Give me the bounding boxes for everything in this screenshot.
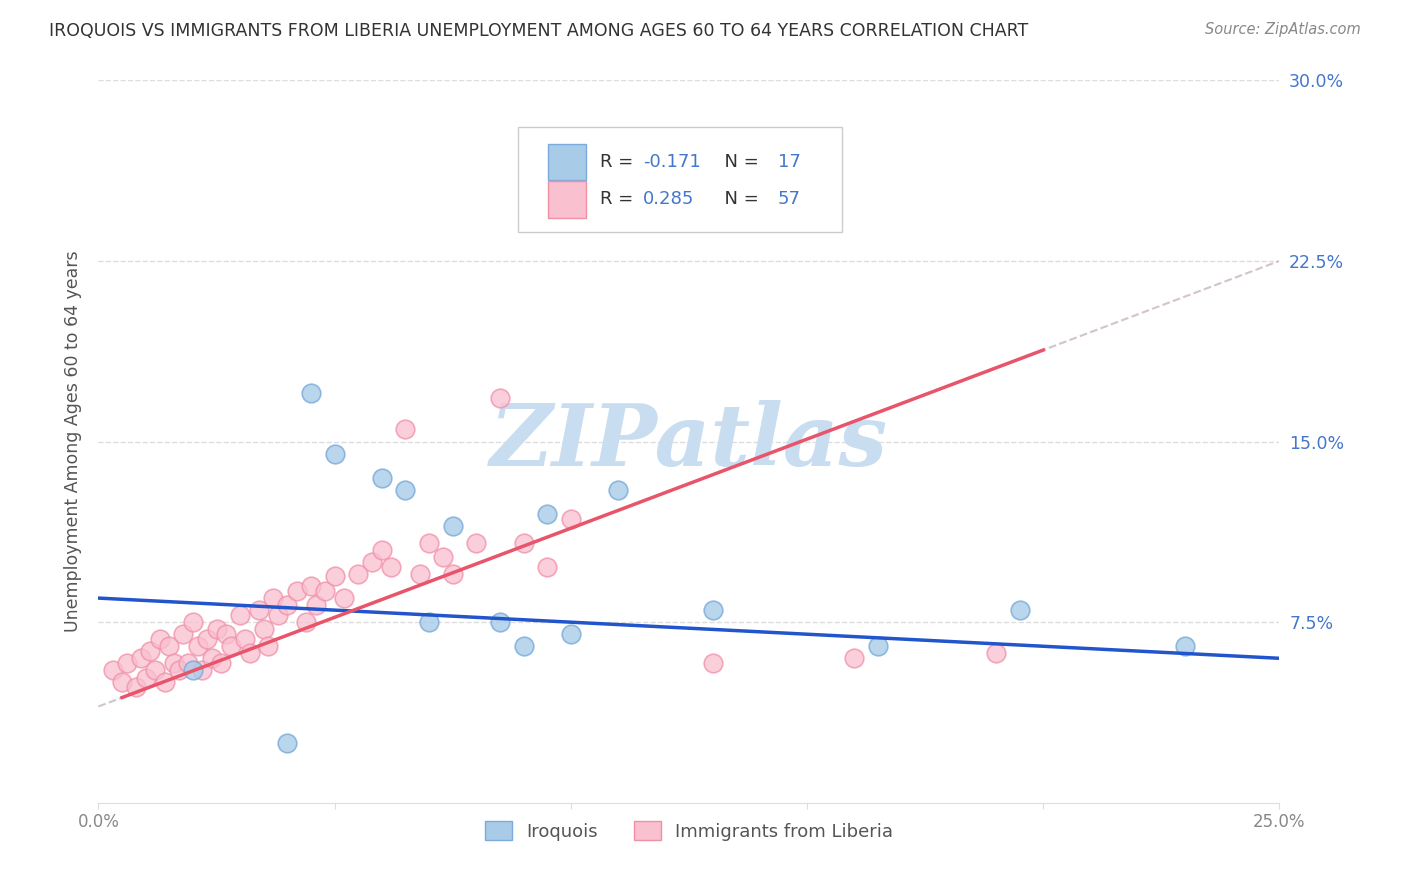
Point xyxy=(418,615,440,630)
Point xyxy=(394,422,416,436)
Point xyxy=(139,644,162,658)
Point xyxy=(984,647,1007,661)
Point xyxy=(489,391,512,405)
Point xyxy=(1174,639,1197,653)
Y-axis label: Unemployment Among Ages 60 to 64 years: Unemployment Among Ages 60 to 64 years xyxy=(63,251,82,632)
Point xyxy=(560,511,582,525)
Point xyxy=(512,535,534,549)
Point xyxy=(512,639,534,653)
Point xyxy=(285,583,308,598)
Point xyxy=(299,579,322,593)
Point xyxy=(607,483,630,497)
Point xyxy=(1008,603,1031,617)
Point xyxy=(408,567,430,582)
Point xyxy=(844,651,866,665)
Point xyxy=(295,615,318,630)
Point xyxy=(101,664,124,678)
Point xyxy=(195,632,218,646)
Point xyxy=(299,386,322,401)
Point xyxy=(465,535,488,549)
Point xyxy=(347,567,370,582)
Point xyxy=(441,567,464,582)
Point xyxy=(125,680,148,694)
Point xyxy=(536,559,558,574)
Point xyxy=(702,656,724,670)
Point xyxy=(371,542,394,557)
Point xyxy=(305,599,328,613)
Text: IROQUOIS VS IMMIGRANTS FROM LIBERIA UNEMPLOYMENT AMONG AGES 60 TO 64 YEARS CORRE: IROQUOIS VS IMMIGRANTS FROM LIBERIA UNEM… xyxy=(49,22,1028,40)
Point xyxy=(441,518,464,533)
Point xyxy=(111,675,134,690)
Text: N =: N = xyxy=(713,153,763,171)
Point xyxy=(314,583,336,598)
Point xyxy=(323,569,346,583)
FancyBboxPatch shape xyxy=(517,128,842,232)
Text: ZIPatlas: ZIPatlas xyxy=(489,400,889,483)
Point xyxy=(157,639,180,653)
Point xyxy=(115,656,138,670)
Point xyxy=(257,639,280,653)
Point xyxy=(233,632,256,646)
Point xyxy=(276,599,298,613)
Point xyxy=(143,664,166,678)
Text: R =: R = xyxy=(600,153,640,171)
Point xyxy=(135,671,157,685)
Point xyxy=(219,639,242,653)
Point xyxy=(560,627,582,641)
Text: R =: R = xyxy=(600,191,640,209)
Point xyxy=(267,607,290,622)
Point xyxy=(129,651,152,665)
Point xyxy=(380,559,402,574)
Point xyxy=(239,647,262,661)
Point xyxy=(371,470,394,484)
Point xyxy=(201,651,224,665)
Point xyxy=(181,664,204,678)
Point xyxy=(361,555,384,569)
Point xyxy=(394,483,416,497)
Legend: Iroquois, Immigrants from Liberia: Iroquois, Immigrants from Liberia xyxy=(477,814,901,848)
Point xyxy=(149,632,172,646)
Text: 0.285: 0.285 xyxy=(643,191,695,209)
Point xyxy=(181,615,204,630)
Point xyxy=(702,603,724,617)
Point xyxy=(253,623,276,637)
Point xyxy=(262,591,284,605)
Text: 57: 57 xyxy=(778,191,800,209)
Point xyxy=(172,627,194,641)
Point xyxy=(209,656,232,670)
Point xyxy=(432,550,454,565)
FancyBboxPatch shape xyxy=(548,144,586,180)
FancyBboxPatch shape xyxy=(548,181,586,218)
Text: 17: 17 xyxy=(778,153,800,171)
Point xyxy=(215,627,238,641)
Point xyxy=(323,446,346,460)
Point xyxy=(229,607,252,622)
Point xyxy=(536,507,558,521)
Point xyxy=(247,603,270,617)
Text: N =: N = xyxy=(713,191,763,209)
Point xyxy=(191,664,214,678)
Point xyxy=(167,664,190,678)
Point xyxy=(153,675,176,690)
Point xyxy=(866,639,889,653)
Point xyxy=(163,656,186,670)
Point xyxy=(187,639,209,653)
Point xyxy=(418,535,440,549)
Point xyxy=(205,623,228,637)
Point xyxy=(177,656,200,670)
Text: Source: ZipAtlas.com: Source: ZipAtlas.com xyxy=(1205,22,1361,37)
Point xyxy=(489,615,512,630)
Point xyxy=(333,591,356,605)
Point xyxy=(276,735,298,749)
Text: -0.171: -0.171 xyxy=(643,153,700,171)
